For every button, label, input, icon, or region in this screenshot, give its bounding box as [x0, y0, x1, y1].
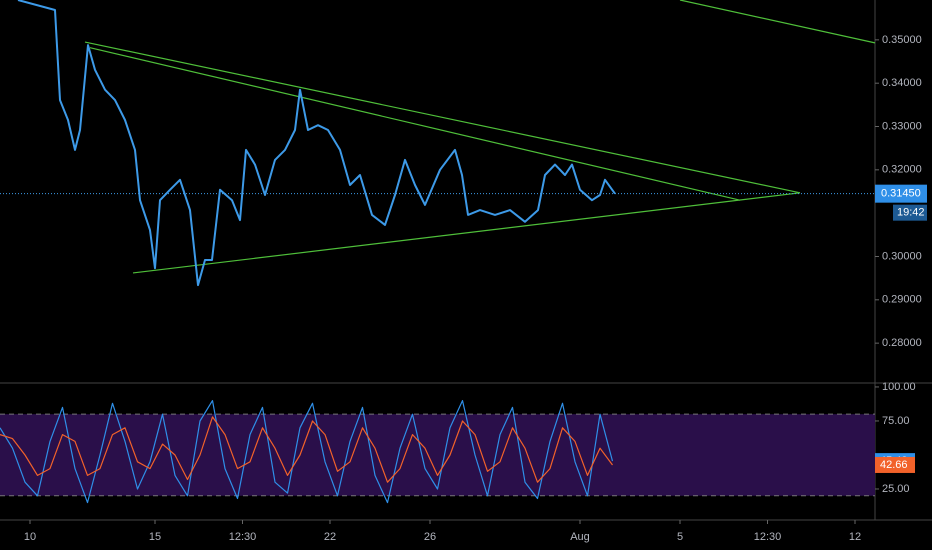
y-tick-label: 0.35000	[882, 34, 922, 46]
series-line	[17, 0, 616, 287]
y-tick-label: 0.28000	[882, 337, 922, 349]
x-tick-label: 12:30	[229, 531, 257, 543]
y-tick-label: 75.00	[882, 415, 910, 427]
band-fill	[0, 414, 875, 496]
y-tick-label: 0.29000	[882, 294, 922, 306]
series-line	[0, 400, 614, 504]
x-tick-label: 15	[149, 531, 161, 543]
countdown-box	[893, 204, 927, 221]
y-tick-label: 0.32000	[882, 164, 922, 176]
y-tick-label: 0.33000	[882, 120, 922, 132]
y-tick-label: 0.34000	[882, 77, 922, 89]
last-value-box	[875, 456, 915, 473]
series-line	[0, 416, 613, 483]
x-tick-label: 12:30	[754, 531, 782, 543]
last-price-label: 0.31450	[881, 188, 921, 200]
x-tick-label: 22	[324, 531, 336, 543]
countdown-label: 19:42	[897, 207, 925, 219]
last-price-box	[875, 184, 927, 203]
x-tick-label: 12	[849, 531, 861, 543]
y-tick-label: 100.00	[882, 381, 916, 393]
x-tick-label: Aug	[570, 531, 590, 543]
trendline	[132, 192, 801, 274]
trendline	[84, 41, 801, 194]
x-tick-label: 5	[677, 531, 683, 543]
y-tick-label: 0.30000	[882, 250, 922, 262]
y-tick-label: 25.00	[882, 483, 910, 495]
trendline	[679, 0, 876, 44]
last-value-label: 42.66	[880, 459, 908, 471]
x-tick-label: 10	[24, 531, 36, 543]
trendline	[89, 47, 741, 201]
x-tick-label: 26	[424, 531, 436, 543]
